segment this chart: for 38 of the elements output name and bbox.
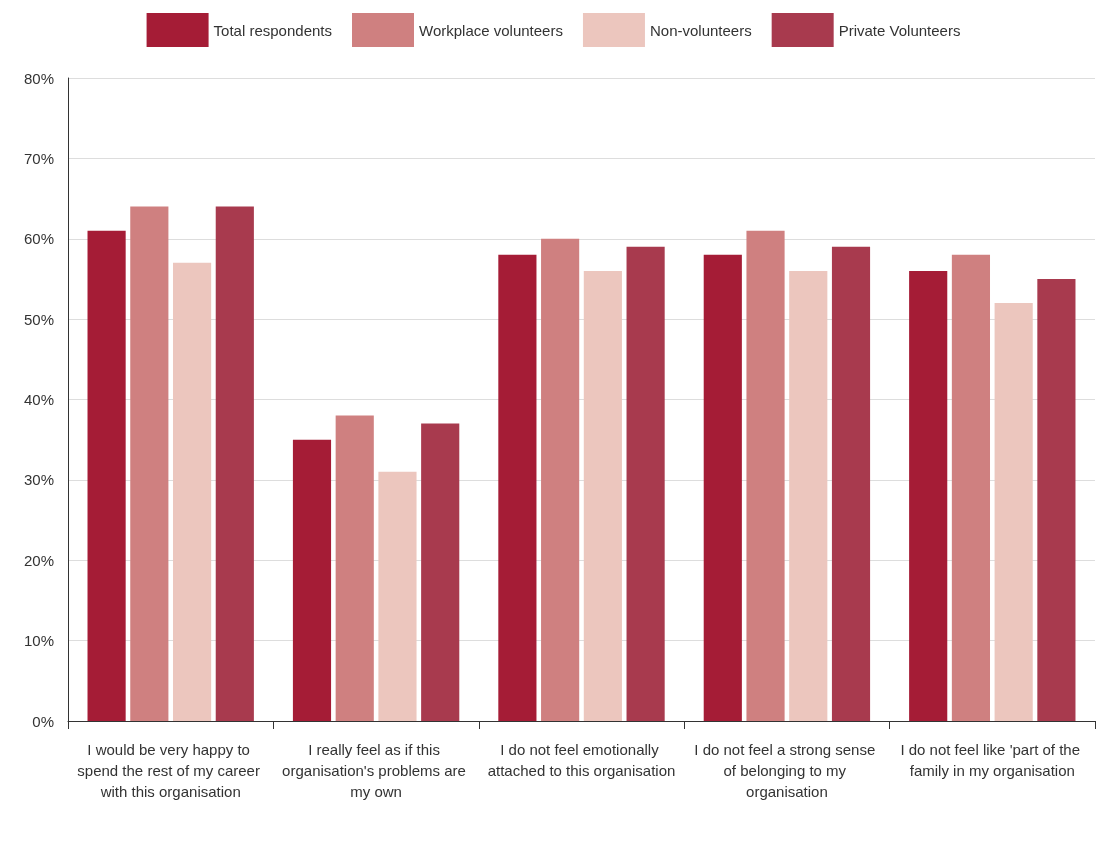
bar — [951, 254, 991, 721]
bar — [746, 230, 785, 721]
bar — [994, 303, 1033, 721]
y-tick-label: 70% — [23, 149, 54, 167]
bar — [1037, 278, 1076, 721]
y-tick-label: 80% — [23, 69, 54, 87]
legend-label: Total respondents — [213, 21, 333, 39]
bar — [789, 270, 828, 721]
y-tick-label: 40% — [23, 391, 54, 408]
y-tick-label: 60% — [23, 230, 54, 248]
y-tick-label: 50% — [23, 310, 54, 328]
x-tick-label: I do not feel like 'part of the family in my organisation — [900, 741, 1085, 779]
bar — [583, 270, 622, 721]
legend-label: Non-volunteers — [649, 21, 752, 39]
x-tick-label: I really feel as if this organisation's problems are my own — [282, 741, 471, 800]
bar — [215, 206, 254, 721]
y-tick-label: 30% — [23, 471, 54, 489]
x-tick-label: I do not feel emotionally attached to this organisation — [487, 741, 676, 779]
bar — [831, 246, 871, 721]
bar — [909, 270, 948, 721]
bar — [703, 254, 742, 721]
bar — [421, 423, 460, 721]
y-tick-label: 10% — [23, 632, 54, 650]
bar — [130, 206, 169, 721]
bar — [378, 471, 417, 721]
bar — [626, 246, 665, 721]
bar — [498, 254, 537, 721]
legend-label: Workplace volunteers — [419, 21, 563, 39]
x-tick-label: I do not feel a strong sense of belonging to my organisation — [694, 741, 880, 800]
bar — [87, 230, 126, 721]
y-tick-label: 0% — [32, 712, 54, 730]
bar — [335, 415, 374, 721]
legend-label: Private Volunteers — [838, 21, 961, 39]
y-tick-label: 20% — [23, 551, 54, 569]
bar — [541, 238, 580, 721]
x-tick-label: I would be very happy to spend the rest of my career with this organisation — [77, 741, 265, 800]
bar — [172, 262, 212, 721]
bar — [292, 439, 332, 721]
